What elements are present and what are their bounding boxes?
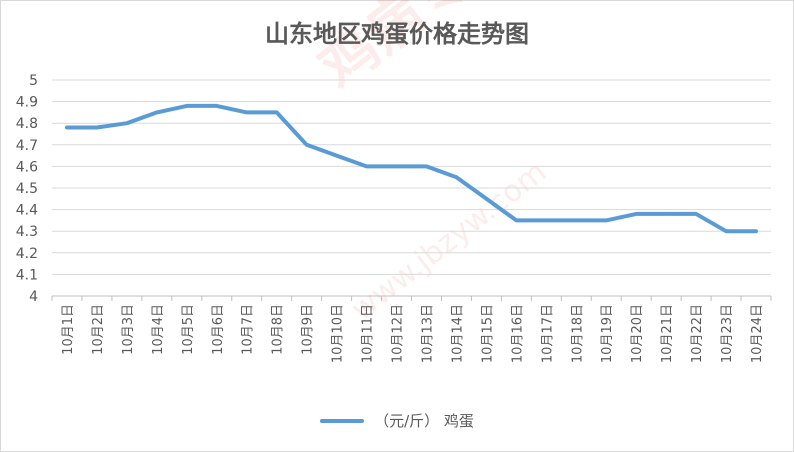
data-point <box>65 126 69 130</box>
x-tick-label: 10月3日 <box>121 304 136 355</box>
x-tick-label: 10月18日 <box>570 304 585 363</box>
data-point <box>155 110 159 114</box>
data-point <box>544 218 548 222</box>
x-tick-label: 10月24日 <box>750 304 765 363</box>
data-point <box>574 218 578 222</box>
data-point <box>305 143 309 147</box>
y-tick-label: 5 <box>29 73 38 89</box>
data-point <box>484 197 488 201</box>
data-point <box>395 164 399 168</box>
x-tick-label: 10月12日 <box>391 304 406 363</box>
y-tick-label: 4.2 <box>16 246 38 262</box>
x-tick-label: 10月4日 <box>151 304 166 355</box>
y-tick-label: 4.4 <box>16 203 38 219</box>
x-tick-label: 10月5日 <box>181 304 196 355</box>
x-tick-label: 10月15日 <box>480 304 495 363</box>
data-point <box>125 121 129 125</box>
x-tick-label: 10月14日 <box>450 304 465 363</box>
x-tick-label: 10月6日 <box>211 304 226 355</box>
x-tick-label: 10月21日 <box>660 304 675 363</box>
data-point <box>724 229 728 233</box>
x-tick-label: 10月2日 <box>91 304 106 355</box>
chart-title: 山东地区鸡蛋价格走势图 <box>265 19 529 48</box>
y-tick-label: 4.8 <box>16 116 38 132</box>
legend-swatch <box>320 418 365 423</box>
x-tick-label: 10月16日 <box>510 304 525 363</box>
data-point <box>754 229 758 233</box>
y-tick-label: 4.9 <box>16 95 38 111</box>
data-point <box>365 164 369 168</box>
data-point <box>275 110 279 114</box>
x-tick-label: 10月10日 <box>331 304 346 363</box>
y-tick-label: 4.1 <box>16 267 38 283</box>
data-point <box>245 110 249 114</box>
x-tick-label: 10月23日 <box>720 304 735 363</box>
x-tick-label: 10月13日 <box>420 304 435 363</box>
data-point <box>215 104 219 108</box>
data-point <box>604 218 608 222</box>
data-point <box>335 154 339 158</box>
y-tick-label: 4.5 <box>16 181 38 197</box>
data-point <box>664 212 668 216</box>
legend-label: （元/斤） 鸡蛋 <box>374 412 474 430</box>
series-line <box>64 103 759 234</box>
x-tick-label: 10月11日 <box>361 304 376 363</box>
data-point <box>95 126 99 130</box>
y-tick-label: 4 <box>29 289 38 305</box>
x-tick-label: 10月8日 <box>271 304 286 355</box>
y-tick-label: 4.3 <box>16 224 38 240</box>
x-tick-label: 10月1日 <box>61 304 76 355</box>
x-tick-label: 10月20日 <box>630 304 645 363</box>
x-tick-label: 10月19日 <box>600 304 615 363</box>
y-tick-label: 4.6 <box>16 159 38 175</box>
x-tick-label: 10月7日 <box>241 304 256 355</box>
data-point <box>514 218 518 222</box>
data-point <box>634 212 638 216</box>
y-tick-label: 4.7 <box>16 138 38 154</box>
x-tick-label: 10月9日 <box>301 304 316 355</box>
x-tick-label: 10月17日 <box>540 304 555 363</box>
data-point <box>185 104 189 108</box>
legend: （元/斤） 鸡蛋 <box>0 410 794 431</box>
data-point <box>424 164 428 168</box>
data-point <box>454 175 458 179</box>
data-point <box>694 212 698 216</box>
x-tick-label: 10月22日 <box>690 304 705 363</box>
